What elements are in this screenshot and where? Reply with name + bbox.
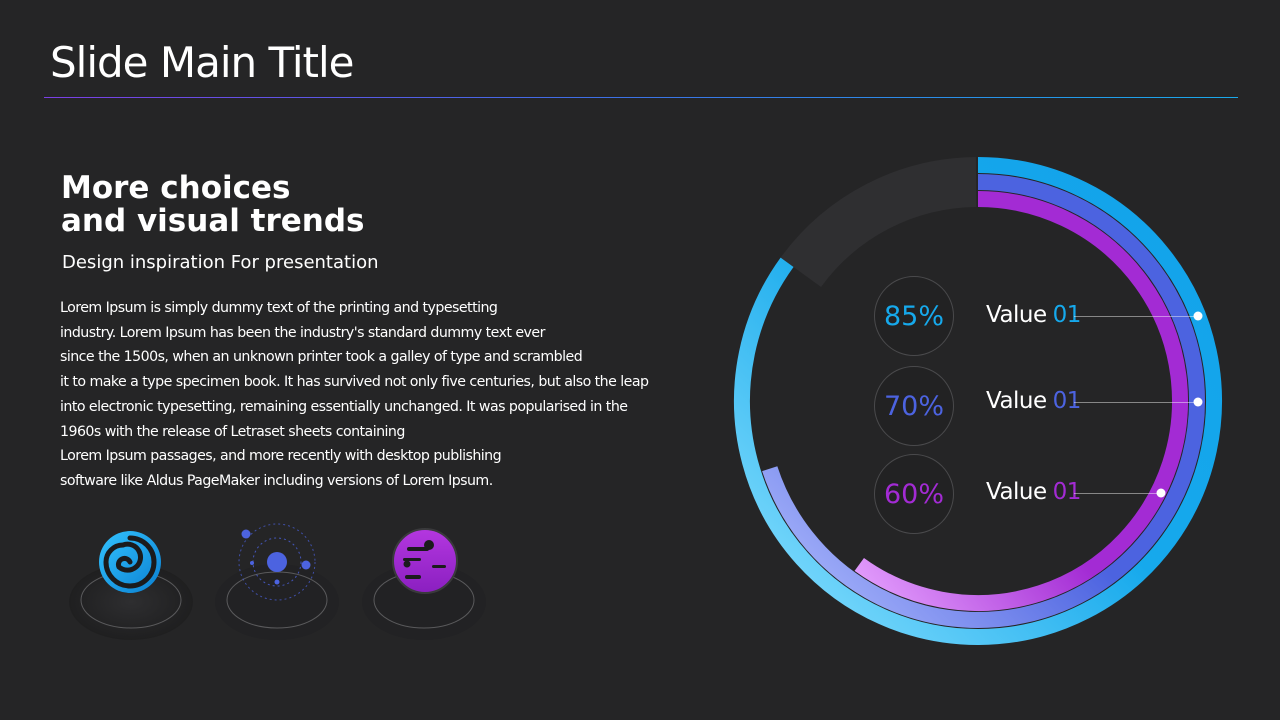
body-line: Lorem Ipsum passages, and more recently …: [60, 448, 502, 465]
swirl-pedestal: [66, 520, 196, 650]
value-label-num: 01: [1052, 479, 1082, 505]
title-divider: [44, 97, 1238, 98]
value-label-1: Value 01: [986, 302, 1081, 328]
value-label-num: 01: [1052, 388, 1082, 414]
radial-bar-1: [734, 157, 1222, 645]
body-line: it to make a type specimen book. It has …: [60, 374, 649, 391]
chart-track: [780, 157, 977, 288]
marker-dot-3: [1156, 488, 1166, 498]
body-paragraph: Lorem Ipsum is simply dummy text of the …: [60, 296, 700, 494]
body-line: 1960s with the release of Letraset sheet…: [60, 423, 405, 440]
slide-title: Slide Main Title: [50, 38, 354, 87]
body-line: industry. Lorem Ipsum has been the indus…: [60, 324, 545, 341]
marker-dot-2: [1193, 397, 1203, 407]
percent-circle-2: 70%: [874, 366, 954, 446]
headline-line-2: and visual trends: [61, 203, 365, 239]
body-line: into electronic typesetting, remaining e…: [60, 398, 628, 415]
body-line: Lorem Ipsum is simply dummy text of the …: [60, 300, 498, 316]
radial-bar-2: [762, 174, 1205, 628]
headline: More choices and visual trends: [61, 172, 365, 238]
leader-line-2: [1074, 402, 1198, 403]
percent-value-3: 60%: [883, 478, 944, 510]
radial-bar-3: [854, 191, 1188, 611]
marker-dot-1: [1193, 311, 1203, 321]
orbit-pedestal: [212, 520, 342, 650]
body-line: since the 1500s, when an unknown printer…: [60, 349, 583, 366]
radial-progress-chart: [734, 157, 1222, 645]
subtitle: Design inspiration For presentation: [62, 252, 379, 273]
orbit-icon: [238, 523, 316, 601]
value-label-num: 01: [1052, 302, 1082, 328]
percent-value-2: 70%: [883, 390, 944, 422]
percent-circle-1: 85%: [874, 276, 954, 356]
value-label-text: Value: [986, 302, 1047, 328]
planet-icon: [392, 528, 458, 594]
swirl-icon: [99, 531, 161, 593]
leader-line-3: [1074, 493, 1161, 494]
value-label-2: Value 01: [986, 388, 1081, 414]
value-label-3: Value 01: [986, 479, 1081, 505]
value-label-text: Value: [986, 479, 1047, 505]
headline-line-1: More choices: [61, 170, 291, 206]
planet-pedestal: [359, 520, 489, 650]
percent-circle-3: 60%: [874, 454, 954, 534]
value-label-text: Value: [986, 388, 1047, 414]
percent-value-1: 85%: [883, 300, 944, 332]
body-line: software like Aldus PageMaker including …: [60, 472, 493, 489]
leader-line-1: [1074, 316, 1198, 317]
